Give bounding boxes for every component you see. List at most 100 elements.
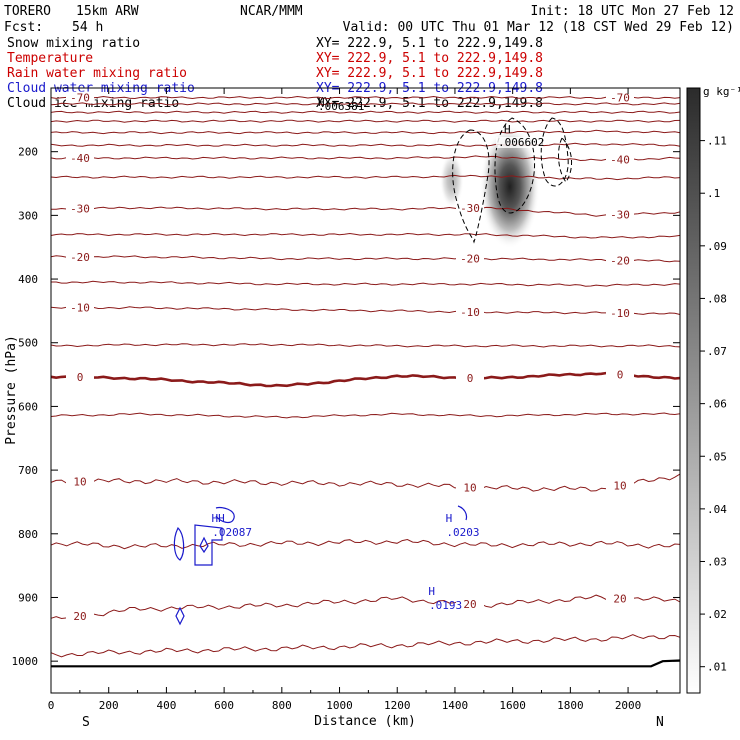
isotherm-line — [50, 538, 681, 550]
isotherm-label: -20 — [70, 251, 90, 264]
field-section: XY= 222.9, 5.1 to 222.9,149.8 — [316, 36, 543, 51]
x-tick-label: 1400 — [442, 699, 469, 712]
isotherm-line — [50, 306, 681, 315]
isotherm-label-bg — [66, 152, 94, 165]
isotherm-line — [50, 255, 681, 263]
isotherm-line — [50, 110, 681, 114]
fcst-value: 54 h — [72, 20, 103, 35]
x-tick-label: 2000 — [615, 699, 642, 712]
x-tick-label: 600 — [214, 699, 234, 712]
init-time: Init: 18 UTC Mon 27 Feb 12 — [531, 4, 735, 19]
isotherm-label: 0 — [77, 371, 84, 384]
isotherm-label-bg — [66, 91, 94, 104]
isotherm-label: -30 — [460, 202, 480, 215]
isotherm-label-bg — [456, 371, 484, 384]
isotherm-label-bg — [606, 91, 634, 104]
center-name: NCAR/MMM — [240, 4, 303, 19]
isotherm-label-bg — [66, 371, 94, 384]
colorbar-tick-label: .03 — [707, 555, 727, 568]
cloud-water-contour — [457, 505, 468, 521]
isotherm-label: 20 — [73, 610, 86, 623]
isotherm-label-bg — [456, 252, 484, 265]
isotherm-label: 0 — [617, 369, 624, 382]
isotherm-line — [50, 232, 681, 239]
plot-area: -70 -70 -40 -40 -30 -30 -30 -20 -20 -20 -10 -10 -10 0… — [50, 91, 681, 668]
cloud-ice-max-value: .006381 — [318, 100, 364, 113]
isotherm-label: -20 — [610, 254, 630, 267]
x-tick-label: 1800 — [557, 699, 584, 712]
colorbar-tick-label: .02 — [707, 608, 727, 621]
isotherm-line — [51, 206, 681, 217]
field-section: XY= 222.9, 5.1 to 222.9,149.8 — [316, 51, 543, 66]
isotherm-label-bg — [66, 202, 94, 215]
isotherm-line — [50, 594, 681, 620]
field-name: Snow mixing ratio — [7, 36, 140, 51]
isotherm-label: 20 — [613, 592, 626, 605]
cloud-ice-contour — [494, 117, 535, 214]
y-tick-label: 600 — [18, 400, 38, 413]
isotherm-label: -70 — [70, 92, 90, 105]
isotherm-label: 10 — [73, 475, 86, 488]
isotherm-label: -30 — [70, 203, 90, 216]
isotherm-label-bg — [606, 153, 634, 166]
field-section: XY= 222.9, 5.1 to 222.9,149.8 — [316, 66, 543, 81]
y-tick-label: 700 — [18, 464, 38, 477]
isotherm-label: -70 — [610, 92, 630, 105]
isotherm-label: -10 — [460, 306, 480, 319]
isotherm-label: -10 — [70, 302, 90, 315]
cloud-water-contour — [175, 606, 185, 626]
y-tick-label: 400 — [18, 273, 38, 286]
surface-line — [51, 659, 681, 668]
isotherm-label: -40 — [610, 153, 630, 166]
colorbar-tick-label: .08 — [707, 292, 727, 305]
valid-time: Valid: 00 UTC Thu 01 Mar 12 (18 CST Wed … — [343, 20, 734, 35]
x-tick-label: 1200 — [384, 699, 411, 712]
y-tick-label: 200 — [18, 146, 38, 159]
cloud-ice-contour — [452, 129, 490, 244]
snow-mixing-ratio-shading — [439, 152, 464, 209]
isotherm-line — [50, 371, 681, 388]
isotherm-label-bg — [606, 368, 634, 381]
left-endpoint-label: S — [82, 715, 90, 730]
cloud-water-max-value: .0203 — [446, 526, 479, 539]
isotherm-label-bg — [456, 305, 484, 318]
cloud-water-contours — [173, 505, 468, 626]
snow-max-value: .006602 — [498, 136, 544, 149]
cloud-water-contour — [194, 524, 223, 566]
x-axis-title: Distance (km) — [314, 714, 416, 729]
isotherm-label: -30 — [610, 209, 630, 222]
isotherm-line — [51, 280, 681, 287]
cloud-water-contour — [199, 536, 209, 554]
axes: 0 200 400 600 800 1000 1200 1400 1600 1800 2000200… — [12, 88, 680, 712]
x-tick-label: 400 — [156, 699, 176, 712]
isotherm-line — [50, 473, 681, 492]
isotherm-label: -40 — [70, 152, 90, 165]
colorbar: g kg⁻¹ .01 .02 .03 .04 .05 .06 .07 .08 .09 .1 .11 — [686, 85, 740, 694]
colorbar-unit: g kg⁻¹ — [703, 85, 740, 98]
snow-max-marker: H — [504, 123, 511, 136]
cloud-water-max-marker: H — [446, 512, 453, 525]
isotherm-line — [50, 142, 681, 147]
x-tick-label: 1000 — [326, 699, 353, 712]
run-name: 15km ARW — [76, 4, 139, 19]
isotherm-label-bg — [456, 201, 484, 214]
isotherm-label-bg — [606, 208, 634, 221]
colorbar-tick-label: .11 — [707, 135, 727, 148]
cloud-water-max-marker: H — [428, 585, 435, 598]
snow-max-label-bg — [496, 137, 542, 148]
x-tick-label: 0 — [48, 699, 55, 712]
cloud-water-contour — [215, 506, 235, 524]
isotherm-label: 0 — [467, 372, 474, 385]
y-axis-title: Pressure (hPa) — [4, 335, 19, 445]
colorbar-tick-label: .05 — [707, 450, 727, 463]
colorbar-ramp — [686, 87, 701, 694]
isotherm-line — [50, 174, 681, 181]
field-name: Temperature — [7, 51, 93, 66]
cloud-water-max-value: .02087 — [212, 526, 252, 539]
isotherm-label-bg — [456, 481, 484, 494]
colorbar-tick-label: .07 — [707, 345, 727, 358]
isotherm-label: 10 — [463, 481, 476, 494]
cloud-water-max-marker: HH — [211, 512, 224, 525]
isotherm-label-bg — [606, 479, 634, 492]
isotherm-label-bg — [66, 250, 94, 263]
